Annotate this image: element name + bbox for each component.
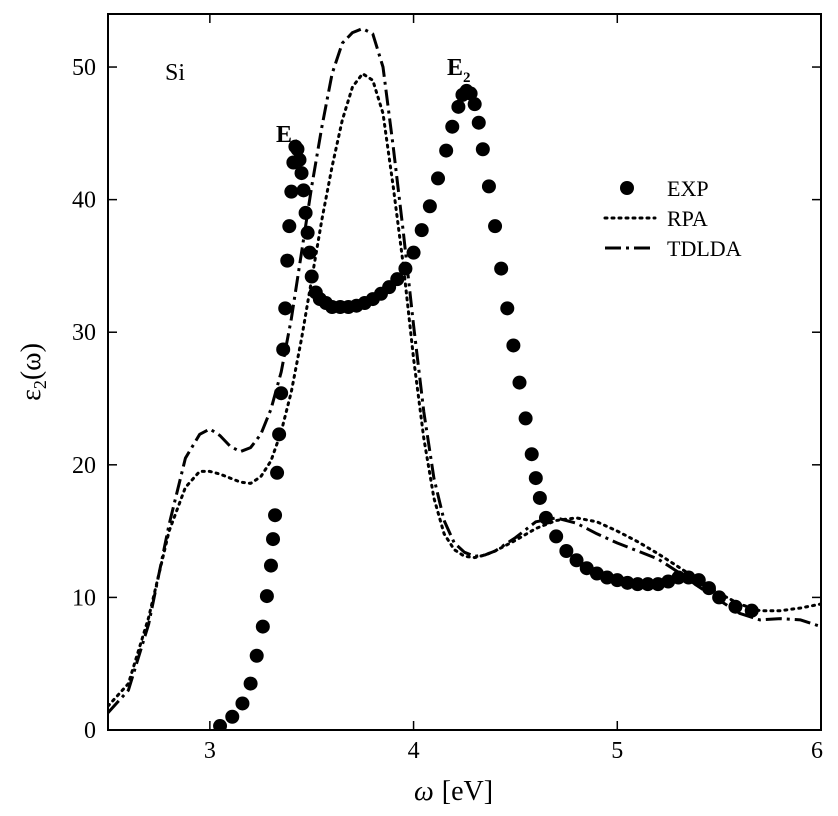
- exp-point: [263, 558, 278, 573]
- exp-point: [225, 709, 240, 724]
- exp-point: [406, 245, 421, 260]
- exp-point: [235, 696, 250, 711]
- exp-point: [630, 577, 645, 592]
- exp-point: [512, 375, 527, 390]
- legend-item-rpa: RPA: [603, 206, 708, 231]
- series-tdlda-line: [108, 27, 821, 714]
- exp-point: [282, 219, 297, 234]
- x-tick-label: 6: [811, 738, 823, 764]
- exp-point: [506, 338, 521, 353]
- series-rpa-line: [108, 72, 821, 708]
- x-tick-label: 4: [408, 738, 420, 764]
- exp-point: [569, 553, 584, 568]
- peak-e2-sub: 2: [463, 70, 471, 86]
- exp-point: [390, 272, 405, 287]
- legend-item-exp: EXP: [620, 176, 709, 201]
- y-tick-label: 30: [72, 320, 96, 346]
- exp-point: [296, 183, 311, 198]
- y-tick-label: 50: [72, 55, 96, 81]
- exp-point: [463, 86, 478, 101]
- series-layer: [108, 27, 821, 730]
- peak-e1-sub: 1: [292, 137, 300, 153]
- peak-e2-label: E2: [447, 55, 471, 86]
- legend: EXP RPA TDLDA: [603, 176, 742, 261]
- exp-point: [294, 166, 309, 181]
- x-axis-symbol: ω: [414, 776, 434, 807]
- exp-point: [471, 115, 486, 130]
- x-tick-label: 3: [204, 738, 216, 764]
- legend-label-tdlda: TDLDA: [667, 236, 742, 261]
- exp-point: [439, 143, 454, 158]
- legend-label-exp: EXP: [667, 176, 709, 201]
- series-exp: [213, 83, 759, 730]
- x-axis-title: ω [eV]: [414, 776, 493, 807]
- exp-point: [500, 301, 515, 316]
- exp-point: [532, 490, 547, 505]
- exp-point: [255, 619, 270, 634]
- exp-point: [304, 269, 319, 284]
- exp-point: [213, 719, 228, 730]
- exp-point: [284, 184, 299, 199]
- exp-point: [431, 171, 446, 186]
- peak-e1-label: E1: [276, 122, 300, 153]
- exp-point: [475, 142, 490, 157]
- exp-point: [266, 532, 281, 547]
- legend-swatch-exp: [620, 181, 634, 195]
- y-axis-tail: (ω): [16, 343, 47, 380]
- exp-point: [728, 599, 743, 614]
- exp-point: [298, 205, 313, 220]
- exp-point: [270, 465, 285, 480]
- exp-point: [701, 581, 716, 596]
- exp-point: [481, 179, 496, 194]
- exp-point: [467, 97, 482, 112]
- exp-point: [640, 577, 655, 592]
- y-tick-label: 40: [72, 188, 96, 214]
- exp-point: [451, 99, 466, 114]
- y-tick-label: 10: [72, 585, 96, 611]
- legend-label-rpa: RPA: [667, 206, 708, 231]
- exp-point: [274, 386, 289, 401]
- plot-frame: [107, 13, 822, 731]
- exp-point: [243, 676, 258, 691]
- exp-point: [414, 223, 429, 238]
- peak-e1-main: E: [276, 122, 292, 148]
- exp-point: [249, 648, 264, 663]
- exp-point: [290, 142, 305, 157]
- x-tick-label: 5: [611, 738, 623, 764]
- exp-point: [524, 447, 539, 462]
- peak-e2-main: E: [447, 55, 463, 81]
- exp-point: [518, 411, 533, 426]
- y-tick-label: 0: [84, 718, 96, 744]
- x-axis-ticks: 3 4 5 6: [204, 14, 823, 764]
- exp-point: [620, 575, 635, 590]
- y-axis-ticks: 0 10 20 30 40 50: [72, 55, 821, 744]
- y-axis-main: ε: [16, 389, 47, 401]
- exp-point: [302, 245, 317, 260]
- exp-point: [559, 544, 574, 558]
- legend-item-tdlda: TDLDA: [605, 236, 742, 261]
- exp-point: [744, 603, 759, 618]
- y-axis-sub: 2: [30, 380, 50, 389]
- exp-point: [671, 570, 686, 585]
- exp-point: [488, 219, 503, 234]
- x-axis-unit: [eV]: [442, 776, 493, 807]
- exp-point: [528, 471, 543, 486]
- material-label: Si: [165, 60, 185, 86]
- exp-point: [259, 589, 274, 604]
- exp-point: [445, 119, 460, 134]
- exp-point: [292, 152, 307, 167]
- exp-point: [278, 301, 293, 316]
- exp-point: [300, 225, 315, 240]
- exp-point: [268, 508, 283, 523]
- y-axis-title: ε2(ω): [16, 343, 50, 401]
- exp-point: [549, 529, 564, 544]
- exp-point: [494, 261, 509, 276]
- exp-point: [280, 253, 295, 268]
- y-tick-label: 20: [72, 453, 96, 479]
- exp-point: [422, 199, 437, 214]
